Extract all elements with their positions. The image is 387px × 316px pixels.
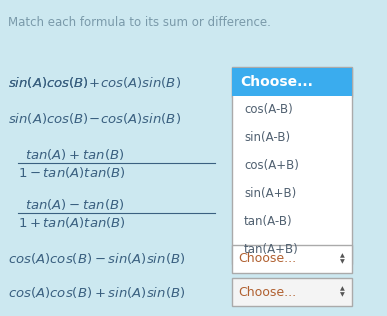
Text: Choose...: Choose... (238, 76, 296, 88)
Bar (232, 278, 352, 306)
Text: Choose...: Choose... (238, 285, 296, 299)
Text: $1-\mathit{tan}(A)\mathit{tan}(B)$: $1-\mathit{tan}(A)\mathit{tan}(B)$ (18, 165, 126, 179)
Bar (232, 67, 352, 97)
Text: $\mathit{cos}(A)\mathit{cos}(B)+\mathit{sin}(A)\mathit{sin}(B)$: $\mathit{cos}(A)\mathit{cos}(B)+\mathit{… (8, 284, 185, 300)
Text: cos(A-B): cos(A-B) (244, 104, 293, 117)
Text: cos(A+B): cos(A+B) (244, 160, 299, 173)
Text: $\mathit{cos}(A)\mathit{cos}(B)-\mathit{sin}(A)\mathit{sin}(B)$: $\mathit{cos}(A)\mathit{cos}(B)-\mathit{… (8, 252, 185, 266)
Text: tan(A-B): tan(A-B) (244, 216, 293, 228)
Text: ▲: ▲ (340, 76, 344, 82)
Text: $\mathit{sin}(A)\mathit{cos}(B)$: $\mathit{sin}(A)\mathit{cos}(B)$ (8, 75, 89, 89)
Bar (232, 68, 352, 96)
Text: $\mathit{sin}(A)\mathit{cos}(B)\!+\!\mathit{cos}(A)\mathit{sin}(B)$: $\mathit{sin}(A)\mathit{cos}(B)\!+\!\mat… (8, 75, 181, 89)
Text: ▲: ▲ (340, 253, 344, 258)
Text: Match each formula to its sum or difference.: Match each formula to its sum or differe… (8, 16, 271, 29)
Text: ▲: ▲ (340, 287, 344, 291)
Text: ▼: ▼ (340, 293, 344, 297)
Text: ▼: ▼ (340, 259, 344, 264)
Text: tan(A+B): tan(A+B) (244, 244, 299, 257)
Text: $\mathit{tan}(A)+\mathit{tan}(B)$: $\mathit{tan}(A)+\mathit{tan}(B)$ (25, 148, 124, 162)
Text: Choose...: Choose... (238, 252, 296, 265)
Text: $\mathit{sin}(A)\mathit{cos}(B)\!-\!\mathit{cos}(A)\mathit{sin}(B)$: $\mathit{sin}(A)\mathit{cos}(B)\!-\!\mat… (8, 111, 181, 125)
Text: $1+\mathit{tan}(A)\mathit{tan}(B)$: $1+\mathit{tan}(A)\mathit{tan}(B)$ (18, 215, 126, 229)
Text: $\mathit{tan}(A)-\mathit{tan}(B)$: $\mathit{tan}(A)-\mathit{tan}(B)$ (25, 198, 124, 212)
Bar (232, 245, 352, 273)
Text: ▼: ▼ (340, 82, 344, 88)
Text: Choose...: Choose... (240, 75, 313, 89)
Bar (232, 68, 352, 264)
Text: sin(A+B): sin(A+B) (244, 187, 296, 200)
Text: sin(A-B): sin(A-B) (244, 131, 290, 144)
